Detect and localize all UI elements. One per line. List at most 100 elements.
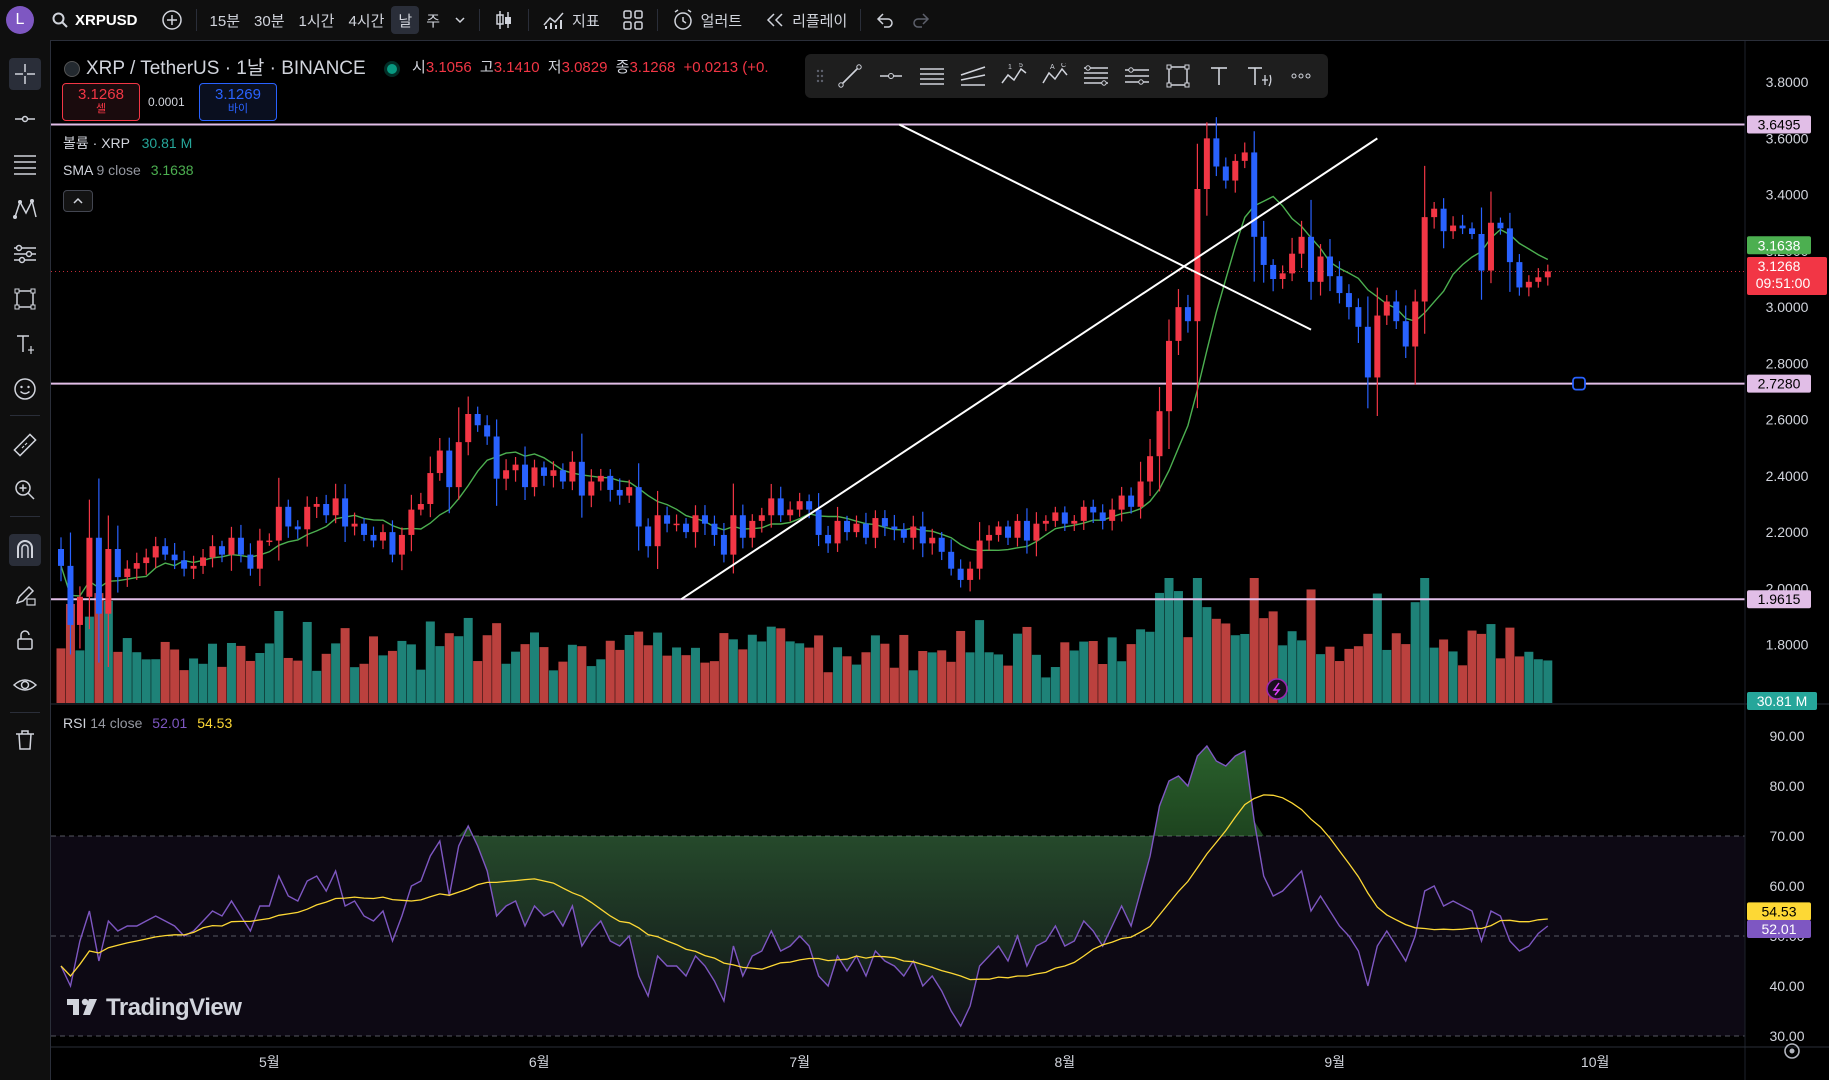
fav-fib-retracement[interactable] xyxy=(1075,58,1116,94)
candle[interactable] xyxy=(1421,165,1428,334)
candle[interactable] xyxy=(1317,244,1324,296)
candle[interactable] xyxy=(162,538,169,561)
candle[interactable] xyxy=(58,537,64,582)
candle[interactable] xyxy=(351,512,358,536)
candle[interactable] xyxy=(313,496,320,519)
candle[interactable] xyxy=(531,459,538,497)
candle[interactable] xyxy=(1241,142,1248,169)
candle[interactable] xyxy=(275,477,282,561)
candle[interactable] xyxy=(95,478,102,663)
hide-drawings-button[interactable] xyxy=(9,669,41,701)
candle[interactable] xyxy=(1251,131,1258,282)
crosshair-tool[interactable] xyxy=(9,58,41,90)
user-avatar[interactable]: L xyxy=(6,6,34,34)
candle[interactable] xyxy=(1516,254,1523,296)
candle[interactable] xyxy=(701,505,708,535)
candle[interactable] xyxy=(569,451,576,491)
candle[interactable] xyxy=(190,555,197,580)
candle[interactable] xyxy=(910,515,917,550)
candle[interactable] xyxy=(1326,239,1333,292)
fav-rectangle[interactable] xyxy=(1157,58,1198,94)
candle[interactable] xyxy=(1165,319,1172,450)
candle[interactable] xyxy=(626,479,633,503)
candle[interactable] xyxy=(1232,154,1239,193)
candle[interactable] xyxy=(673,514,680,532)
indicators-button[interactable]: 지표 xyxy=(535,6,607,34)
candle[interactable] xyxy=(758,507,765,533)
candle[interactable] xyxy=(361,518,368,542)
candle[interactable] xyxy=(1128,487,1135,514)
candle[interactable] xyxy=(474,406,481,432)
drag-handle[interactable] xyxy=(811,58,829,94)
chart-canvas[interactable]: 3.80003.60003.40003.20003.00002.80002.60… xyxy=(51,41,1829,1080)
icon-tool[interactable] xyxy=(9,373,41,405)
candle[interactable] xyxy=(1156,386,1163,492)
candle[interactable] xyxy=(616,478,623,505)
candle[interactable] xyxy=(720,522,727,563)
candle[interactable] xyxy=(540,461,547,486)
candle[interactable] xyxy=(1260,220,1267,283)
candle[interactable] xyxy=(1194,143,1201,409)
candle[interactable] xyxy=(370,526,377,548)
candle[interactable] xyxy=(332,483,339,524)
rsi-legend[interactable]: RSI 14 close 52.01 54.53 xyxy=(63,715,232,731)
interval-1w[interactable]: 주 xyxy=(426,12,441,30)
candle[interactable] xyxy=(872,510,879,549)
candle[interactable] xyxy=(493,419,500,506)
collapse-legend-button[interactable] xyxy=(63,190,93,212)
candle[interactable] xyxy=(1298,220,1305,268)
candle[interactable] xyxy=(228,526,235,571)
candle[interactable] xyxy=(1459,214,1466,235)
candle[interactable] xyxy=(1450,216,1457,239)
candle[interactable] xyxy=(654,490,661,569)
candle[interactable] xyxy=(1137,461,1144,519)
candle[interactable] xyxy=(938,531,945,561)
forecast-tool[interactable] xyxy=(9,238,41,270)
candle[interactable] xyxy=(986,525,993,551)
settings-button[interactable] xyxy=(1784,1043,1800,1059)
candle[interactable] xyxy=(294,520,301,539)
candle[interactable] xyxy=(398,527,405,571)
candle[interactable] xyxy=(1364,296,1371,409)
candle[interactable] xyxy=(417,492,424,516)
candle[interactable] xyxy=(635,463,642,551)
candle[interactable] xyxy=(133,552,140,580)
buy-button[interactable]: 3.1269 바이 xyxy=(199,83,277,121)
candle[interactable] xyxy=(881,510,888,537)
candle[interactable] xyxy=(777,486,784,522)
candle[interactable] xyxy=(1080,500,1087,530)
candle[interactable] xyxy=(465,396,472,456)
candle[interactable] xyxy=(408,494,415,552)
candle[interactable] xyxy=(1090,499,1097,524)
interval-1d[interactable]: 날 xyxy=(391,6,420,34)
candle[interactable] xyxy=(512,456,519,482)
candle[interactable] xyxy=(948,539,955,576)
candle[interactable] xyxy=(711,515,718,546)
compare-symbol-button[interactable] xyxy=(154,6,190,34)
candle[interactable] xyxy=(143,548,150,575)
candle[interactable] xyxy=(256,528,263,587)
undo-button[interactable] xyxy=(867,6,903,34)
ascending-trend-line[interactable] xyxy=(680,137,1378,601)
candle[interactable] xyxy=(446,437,453,514)
volume-legend[interactable]: 볼륨 · XRP 30.81 M xyxy=(63,133,192,153)
candle[interactable] xyxy=(976,522,983,580)
candle[interactable] xyxy=(218,540,225,563)
candle[interactable] xyxy=(1147,438,1154,496)
candle[interactable] xyxy=(67,532,74,655)
candle[interactable] xyxy=(834,506,841,552)
candle[interactable] xyxy=(1270,259,1277,292)
candle[interactable] xyxy=(550,461,557,488)
candle[interactable] xyxy=(209,535,216,568)
fav-fib-fan[interactable] xyxy=(952,58,993,94)
candle[interactable] xyxy=(379,524,386,550)
candle[interactable] xyxy=(957,559,964,588)
candle[interactable] xyxy=(1383,295,1390,325)
candle[interactable] xyxy=(237,524,244,563)
candle[interactable] xyxy=(455,407,462,500)
candle[interactable] xyxy=(815,493,822,547)
trend-lines[interactable] xyxy=(680,123,1378,601)
candle[interactable] xyxy=(247,543,254,576)
candle[interactable] xyxy=(1308,199,1315,300)
candle[interactable] xyxy=(1061,506,1068,531)
